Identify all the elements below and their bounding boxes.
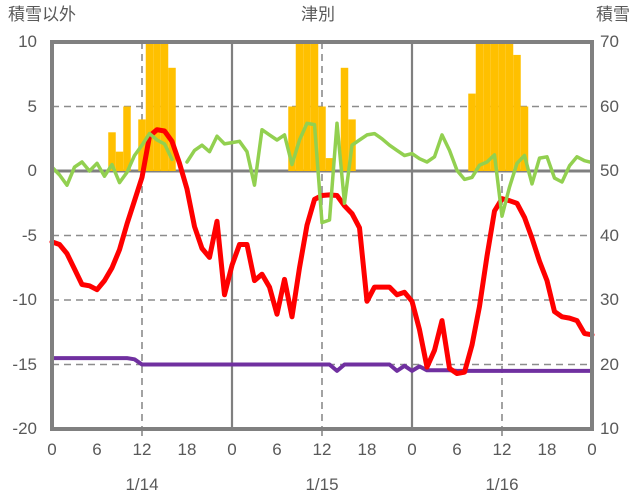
precipitation-bar [310, 42, 319, 171]
precipitation-bar [295, 42, 304, 171]
date-label: 1/14 [125, 475, 159, 494]
precipitation-bar [168, 67, 176, 171]
precipitation-bar [513, 54, 521, 171]
precipitation-bar [123, 106, 131, 171]
right-axis-tick-label: 40 [600, 225, 619, 245]
temperature-line [49, 127, 595, 376]
left-axis-tick-label: -5 [21, 225, 37, 245]
precipitation-bar [340, 67, 349, 171]
snow-depth-line [50, 356, 594, 373]
x-axis-tick-label: 18 [537, 440, 557, 459]
x-axis-tick-label: 6 [92, 440, 102, 459]
x-axis-tick-label: 12 [132, 440, 152, 459]
precipitation-bar [160, 42, 169, 171]
precipitation-bar [475, 42, 484, 171]
right-axis-tick-label: 70 [600, 32, 619, 51]
right-axis-tick-label: 20 [600, 354, 619, 374]
precipitation-bar [153, 42, 161, 171]
green-line-segment [50, 131, 174, 187]
precipitation-bar [505, 42, 514, 171]
right-axis-tick-label: 60 [600, 96, 619, 116]
left-axis-tick-label: -20 [12, 419, 37, 438]
right-axis-tick-label: 30 [600, 290, 619, 309]
left-axis-label: 積雪以外 [8, 5, 76, 24]
plot-border [50, 40, 594, 431]
right-axis-tick-label: 10 [600, 419, 619, 438]
x-axis-tick-label: 18 [177, 440, 197, 459]
precipitation-bar [145, 42, 154, 171]
precipitation-bar [318, 106, 326, 171]
x-axis-tick-label: 0 [407, 440, 417, 459]
chart-title: 津別 [301, 5, 335, 24]
x-axis-tick-label: 0 [587, 440, 597, 459]
green-line-segment [185, 121, 594, 225]
left-axis-tick-label: 5 [27, 96, 37, 116]
left-axis-tick-label: -15 [12, 354, 37, 374]
date-label: 1/16 [485, 475, 519, 494]
precipitation-bar [498, 42, 506, 171]
left-axis-tick-label: -10 [12, 290, 37, 309]
left-axis-tick-label: 10 [18, 32, 37, 51]
left-axis-tick-label: 0 [27, 161, 37, 180]
precipitation-bar [288, 106, 296, 171]
x-axis-tick-label: 18 [357, 440, 377, 459]
date-label: 1/15 [305, 475, 339, 494]
precipitation-bar [303, 42, 311, 171]
x-axis-tick-label: 12 [492, 440, 512, 459]
right-axis-label: 積雪 [596, 5, 630, 24]
x-axis-tick-label: 6 [452, 440, 462, 459]
x-axis-tick-label: 12 [312, 440, 332, 459]
precipitation-bar [108, 132, 116, 171]
x-axis-tick-label: 6 [272, 440, 282, 459]
x-axis-tick-label: 0 [47, 440, 57, 459]
precipitation-bar [115, 151, 124, 171]
right-axis-tick-label: 50 [600, 161, 619, 180]
precipitation-bar [490, 42, 499, 171]
precipitation-bar [520, 106, 529, 171]
precipitation-bar [468, 93, 476, 171]
x-axis-tick-label: 0 [227, 440, 237, 459]
precipitation-bar [325, 158, 334, 171]
precipitation-bar [483, 42, 491, 171]
